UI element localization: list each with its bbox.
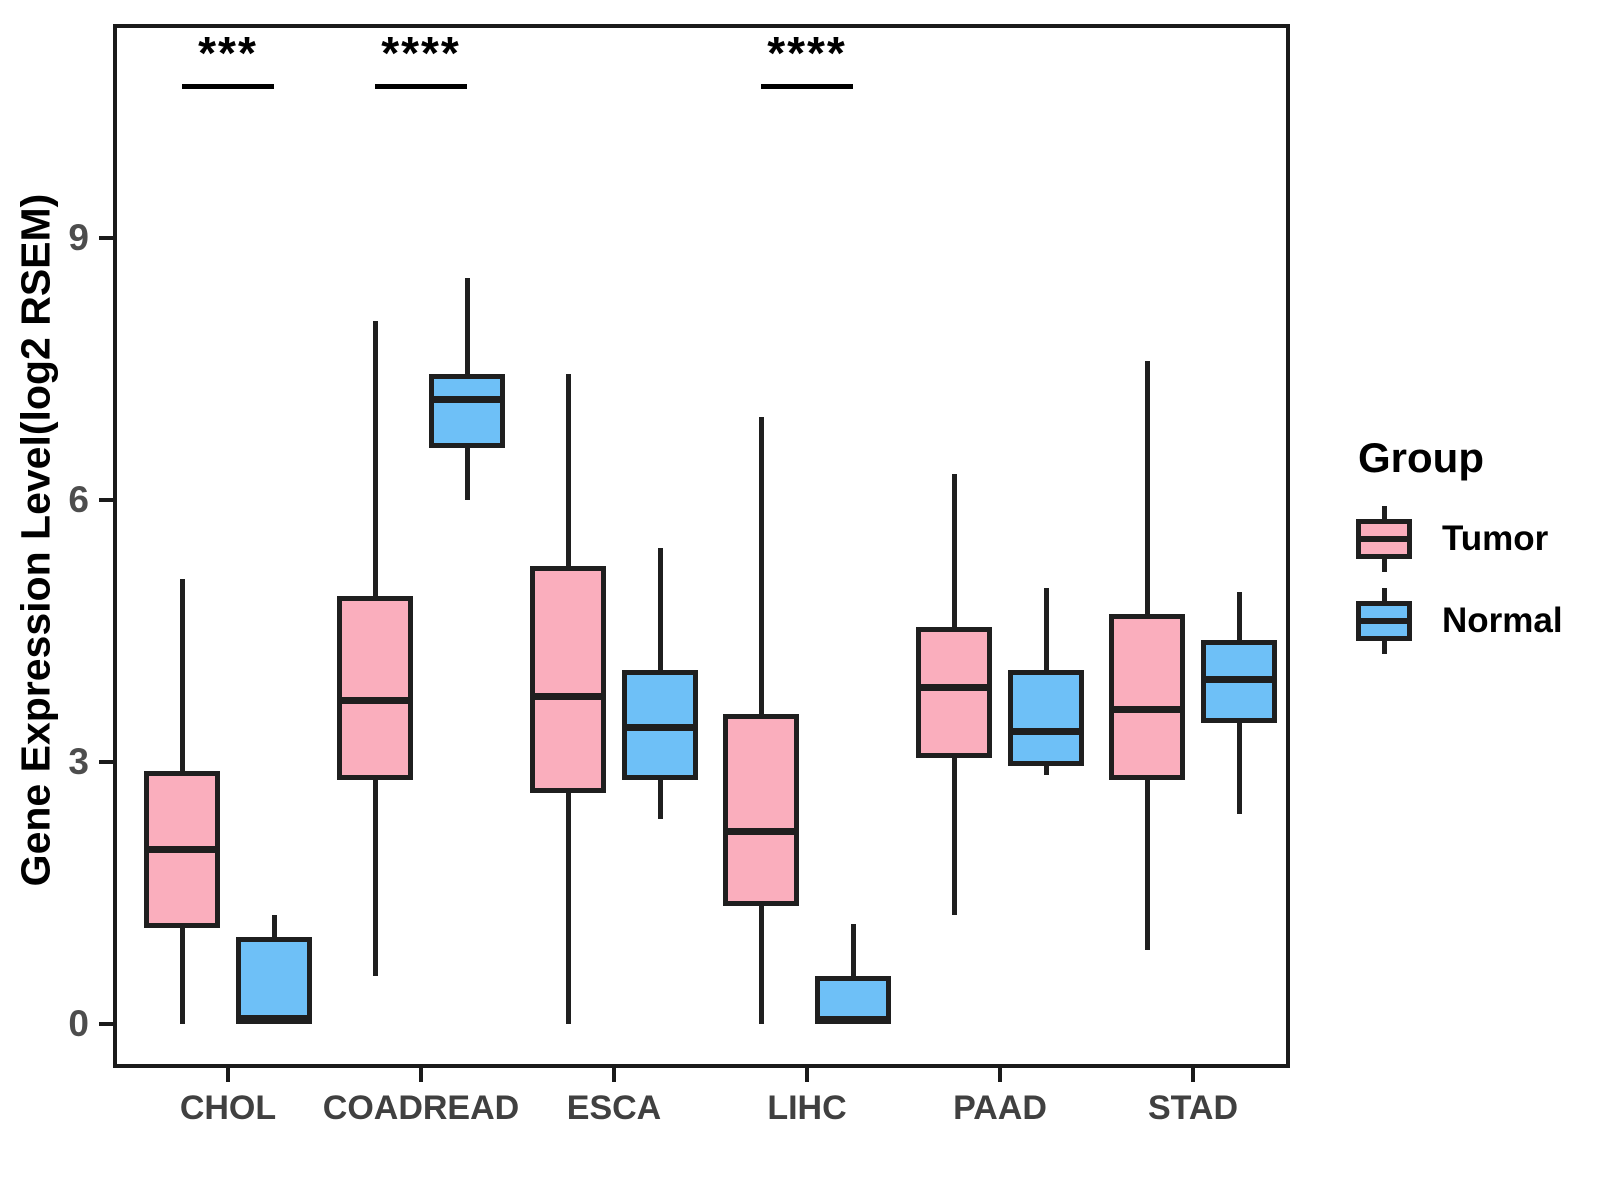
median-tumor-paad xyxy=(916,684,992,692)
whisker-normal-lihc xyxy=(850,923,856,1024)
box-tumor-coadread xyxy=(337,596,413,780)
y-axis-title: Gene Expression Level(log2 RSEM) xyxy=(12,193,59,887)
box-normal-coadread xyxy=(429,373,505,448)
median-tumor-stad xyxy=(1109,706,1185,714)
x-tick-mark-lihc xyxy=(805,1068,809,1082)
x-tick-mark-stad xyxy=(1191,1068,1195,1082)
plot-panel xyxy=(113,24,1290,1068)
y-tick-label-9: 9 xyxy=(68,217,89,259)
box-normal-lihc xyxy=(815,975,891,1024)
sig-label-coadread: **** xyxy=(381,27,461,79)
y-tick-mark-6 xyxy=(99,498,113,503)
median-tumor-lihc xyxy=(723,828,799,836)
sig-bar-coadread xyxy=(375,84,467,89)
x-tick-label-chol: CHOL xyxy=(179,1089,277,1127)
legend-label-normal: Normal xyxy=(1442,601,1563,640)
y-tick-label-0: 0 xyxy=(68,1003,89,1044)
legend-item-normal: Normal xyxy=(1356,586,1563,656)
box-tumor-paad xyxy=(916,626,992,758)
y-tick-mark-3 xyxy=(99,760,113,765)
box-tumor-lihc xyxy=(723,714,799,907)
box-normal-chol xyxy=(236,936,312,1024)
box-tumor-stad xyxy=(1109,613,1185,780)
legend-item-tumor: Tumor xyxy=(1356,504,1563,574)
y-tick-mark-0 xyxy=(99,1022,113,1026)
legend: Group Tumor Normal xyxy=(1356,434,1563,668)
x-tick-label-stad: STAD xyxy=(1147,1089,1239,1127)
box-tumor-esca xyxy=(530,565,606,793)
x-tick-label-lihc: LIHC xyxy=(767,1089,847,1127)
x-tick-mark-paad xyxy=(998,1068,1002,1082)
y-tick-label-3: 3 xyxy=(68,741,89,783)
sig-bar-lihc xyxy=(761,84,853,89)
median-normal-stad xyxy=(1201,675,1277,683)
tumor-boxplot-key-icon xyxy=(1356,504,1412,574)
median-normal-paad xyxy=(1008,728,1084,736)
y-tick-mark-9 xyxy=(99,236,113,241)
legend-title: Group xyxy=(1358,434,1484,481)
y-tick-label-6: 6 xyxy=(68,479,89,521)
sig-label-chol: *** xyxy=(198,27,258,79)
sig-bar-chol xyxy=(182,84,274,89)
normal-boxplot-key-icon xyxy=(1356,586,1412,656)
x-tick-label-esca: ESCA xyxy=(566,1089,662,1127)
x-tick-mark-chol xyxy=(226,1068,230,1082)
box-normal-paad xyxy=(1008,670,1084,767)
median-normal-chol xyxy=(236,1015,312,1023)
median-tumor-coadread xyxy=(337,697,413,705)
median-normal-esca xyxy=(622,723,698,731)
x-tick-mark-esca xyxy=(612,1068,616,1082)
x-tick-label-coadread: COADREAD xyxy=(322,1089,520,1127)
x-tick-mark-coadread xyxy=(419,1068,423,1082)
legend-label-tumor: Tumor xyxy=(1442,519,1549,558)
sig-label-lihc: **** xyxy=(767,27,847,79)
median-normal-coadread xyxy=(429,396,505,404)
median-tumor-esca xyxy=(530,693,606,701)
x-tick-label-paad: PAAD xyxy=(953,1089,1047,1127)
median-tumor-chol xyxy=(144,845,220,853)
median-normal-lihc xyxy=(815,1016,891,1024)
